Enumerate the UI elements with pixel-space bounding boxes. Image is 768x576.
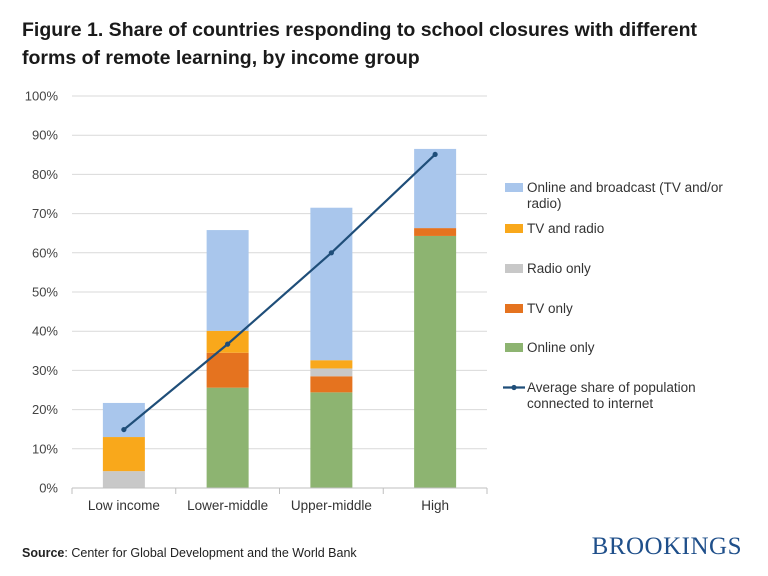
line-point xyxy=(225,341,231,347)
bars xyxy=(102,148,457,488)
y-tick-label: 20% xyxy=(32,402,58,417)
legend-label: TV and radio xyxy=(527,221,604,236)
bar-segment xyxy=(206,352,249,388)
legend-label: radio) xyxy=(527,196,562,211)
legend-swatch xyxy=(505,264,523,273)
x-tick-label: Lower-middle xyxy=(187,498,268,513)
y-tick-label: 50% xyxy=(32,285,58,300)
bar-segment xyxy=(310,207,353,361)
legend-swatch xyxy=(505,304,523,313)
chart-title-line-1: Figure 1. Share of countries responding … xyxy=(22,19,698,41)
y-tick-label: 10% xyxy=(32,441,58,456)
bar-segment xyxy=(310,360,353,369)
y-tick-label: 100% xyxy=(25,89,59,104)
bar-segment xyxy=(206,387,249,488)
x-tick-label: Low income xyxy=(88,498,160,513)
bar-segment xyxy=(102,437,145,472)
y-tick-label: 90% xyxy=(32,128,58,143)
legend-label: Average share of population xyxy=(527,380,696,395)
source-text: : Center for Global Development and the … xyxy=(64,546,357,560)
bar-segment xyxy=(102,471,145,488)
bar-segment xyxy=(414,235,457,488)
y-tick-label: 70% xyxy=(32,206,58,221)
line-point xyxy=(328,250,334,256)
bar-segment xyxy=(310,376,353,393)
bar-segment xyxy=(414,228,457,236)
source-note: Source: Center for Global Development an… xyxy=(22,546,357,560)
bar-segment xyxy=(310,392,353,488)
y-tick-label: 40% xyxy=(32,324,58,339)
chart-title: Figure 1. Share of countries responding … xyxy=(22,16,742,72)
legend-swatch-point xyxy=(511,384,517,391)
axes: 0% 10% 20% 30% 40% 50% 60% 70% 80% 90% 100% Low inc… xyxy=(25,89,488,513)
y-tick-label: 0% xyxy=(39,481,58,496)
legend-swatch xyxy=(505,183,523,192)
x-tick-label: Upper-middle xyxy=(291,498,372,513)
bar-segment xyxy=(206,230,249,331)
chart-title-line-2: forms of remote learning, by income grou… xyxy=(22,47,420,69)
bar-segment xyxy=(414,148,457,229)
line-path xyxy=(123,153,436,431)
legend-label: Online only xyxy=(527,340,595,355)
legend-label: connected to internet xyxy=(527,396,653,411)
internet-line xyxy=(121,151,438,433)
line-point xyxy=(121,426,127,433)
legend-label: TV only xyxy=(527,301,573,316)
y-tick-label: 60% xyxy=(32,245,58,260)
source-label: Source xyxy=(22,546,65,560)
bar-segment xyxy=(310,368,353,377)
legend-label: Online and broadcast (TV and/or xyxy=(527,180,723,195)
legend-swatch xyxy=(505,224,523,233)
y-tick-label: 80% xyxy=(32,167,58,182)
brookings-logo: BROOKINGS xyxy=(591,533,742,560)
line-point xyxy=(432,151,438,158)
y-tick-label: 30% xyxy=(32,363,58,378)
legend-label: Radio only xyxy=(527,261,591,276)
legend-swatch xyxy=(505,343,523,352)
x-tick-label: High xyxy=(421,498,449,513)
